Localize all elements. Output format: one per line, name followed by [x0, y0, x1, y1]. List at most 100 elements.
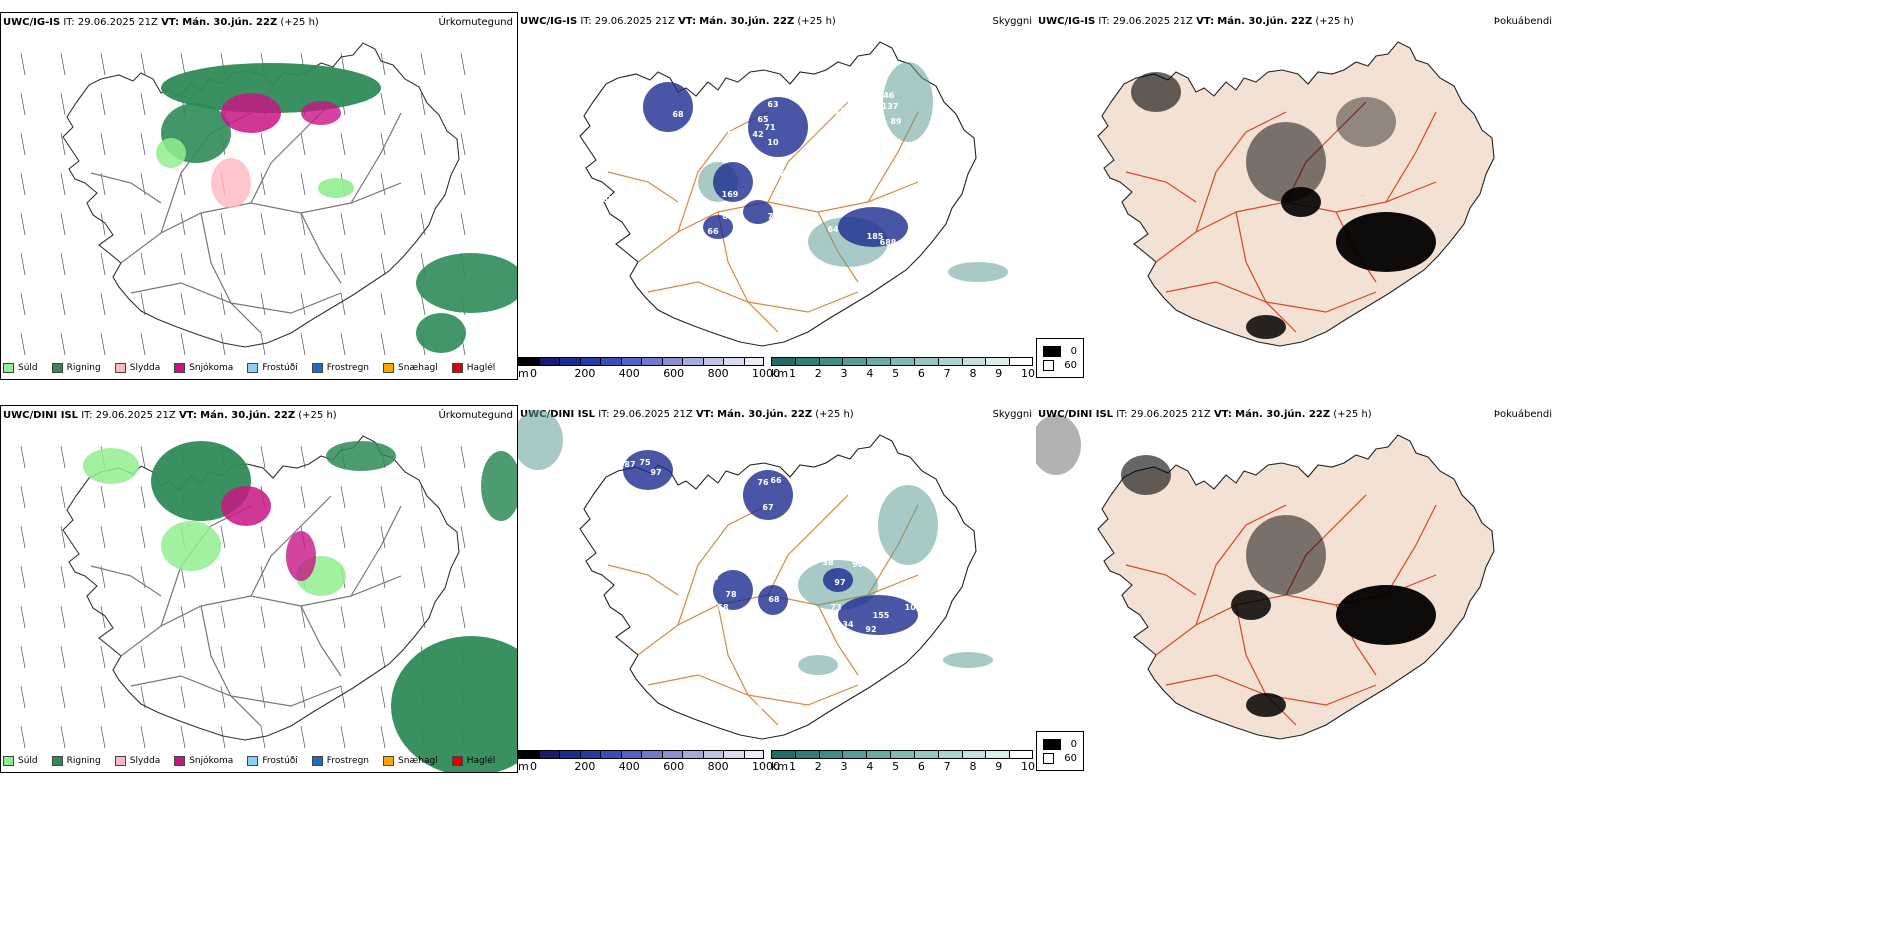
drizzle-area: [156, 138, 186, 168]
cloud-base-label: 109: [720, 113, 737, 122]
wind-barb: [60, 52, 66, 76]
wind-barb: [60, 252, 66, 276]
panel-header: UWC/IG-IS IT: 29.06.2025 21Z VT: Mán. 30…: [3, 17, 319, 28]
legend-item: Snjókoma: [174, 363, 233, 373]
wind-barb: [340, 485, 346, 509]
fog-area: [1246, 122, 1326, 202]
fog-area: [1336, 212, 1436, 272]
road-line: [350, 112, 402, 204]
colorbar-cell: [579, 750, 600, 759]
wind-barb: [460, 132, 466, 156]
colorbar-cell: [842, 750, 867, 759]
legend-item: Frostregn: [311, 756, 369, 766]
wind-barb: [20, 645, 26, 669]
wind-barb: [300, 445, 306, 469]
wind-barb: [140, 332, 146, 356]
colorbar-tick: 9: [995, 760, 1003, 773]
fog-key-label: 0: [1070, 346, 1077, 357]
wind-barb: [100, 132, 106, 156]
cloud-base-label: 80: [780, 170, 792, 179]
fog-key-row: 60: [1043, 360, 1077, 371]
road-line: [607, 564, 679, 596]
wind-barb: [180, 212, 186, 236]
wind-barb: [60, 565, 66, 589]
wind-barb: [140, 525, 146, 549]
legend-label: Haglél: [466, 363, 496, 373]
precip-legend: Súld Rigning Slydda Snjókoma Frostúði Frostre…: [3, 756, 495, 766]
colorbar-cell: [842, 357, 867, 366]
road-line: [717, 604, 779, 726]
road-line: [1235, 211, 1297, 333]
colorbar-tick: 200: [574, 367, 596, 380]
wind-barb: [420, 445, 426, 469]
cloud-base-label: 10: [767, 138, 779, 147]
cloud-base-label: 63: [767, 100, 778, 109]
cloud-visibility-panel-bottom: UWC/DINI ISL IT: 29.06.2025 21Z VT: Mán.…: [518, 405, 1036, 773]
wind-barb: [380, 685, 386, 709]
low-visibility-area: [518, 410, 563, 470]
panel-header: UWC/IG-IS IT: 29.06.2025 21Z VT: Mán. 30…: [520, 16, 836, 27]
wind-barb: [380, 605, 386, 629]
fog-key-row: 0: [1043, 739, 1077, 750]
wind-barb: [220, 332, 226, 356]
cloud-base-label: 66: [707, 227, 719, 236]
panel-title: Þokuábendi: [1493, 16, 1552, 27]
panel-title: Skyggni: [992, 409, 1032, 420]
wind-barb: [60, 132, 66, 156]
cloud-base-label: 105: [905, 603, 922, 612]
rain-area: [481, 451, 517, 521]
wind-barb: [380, 645, 386, 669]
cloud-base-label: 67: [727, 128, 738, 137]
wind-barb: [260, 212, 266, 236]
cloud-base-label: 64: [827, 225, 839, 234]
colorbar-tick: 3: [840, 367, 848, 380]
legend-swatch: [383, 363, 395, 373]
wind-barb: [220, 565, 226, 589]
wind-barb: [420, 525, 426, 549]
colorbar-cell: [559, 357, 580, 366]
wind-barb: [380, 332, 386, 356]
fog-key: 0 60: [1036, 338, 1084, 378]
road-line: [1125, 171, 1197, 203]
wind-barb: [340, 252, 346, 276]
low-visibility-area: [883, 62, 933, 142]
wind-barb: [420, 92, 426, 116]
colorbar-cell: [620, 357, 641, 366]
wind-barb: [300, 212, 306, 236]
colorbar-cell: [866, 357, 891, 366]
panel-title: Úrkomutegund: [438, 17, 513, 28]
road-line: [1165, 281, 1377, 313]
colorbar-cell: [641, 750, 662, 759]
wind-barb: [220, 292, 226, 316]
fog-key-row: 0: [1043, 346, 1077, 357]
wind-barb: [260, 645, 266, 669]
wind-barb: [20, 725, 26, 749]
wind-barb: [260, 252, 266, 276]
cloud-base-label: 97: [650, 468, 661, 477]
visibility-colorbar: km 1 2 3 4 5 6 7 8 9 10: [771, 357, 1035, 380]
colorbar-cell: [518, 750, 539, 759]
legend-swatch: [451, 363, 463, 373]
colorbar-tick: 600: [663, 760, 685, 773]
cloud-base-label: 78: [725, 590, 737, 599]
fog-area: [1231, 590, 1271, 620]
drizzle-area: [83, 448, 139, 484]
wind-barb: [460, 605, 466, 629]
road-line: [90, 172, 162, 204]
wind-barb: [140, 132, 146, 156]
wind-barb: [300, 685, 306, 709]
wind-barb: [20, 252, 26, 276]
colorbar-cell: [661, 750, 682, 759]
colorbar-cell: [579, 357, 600, 366]
wind-barb: [180, 605, 186, 629]
road-line: [767, 494, 849, 596]
wind-barb: [100, 332, 106, 356]
wind-barb: [260, 525, 266, 549]
colorbar-cell: [600, 357, 621, 366]
colorbar-cell: [518, 357, 539, 366]
fog-area: [1121, 455, 1171, 495]
colorbar-cell: [985, 750, 1010, 759]
cloud-base-label: 73: [727, 525, 738, 534]
rain-area: [326, 441, 396, 471]
low-cloud-area: [703, 215, 733, 239]
